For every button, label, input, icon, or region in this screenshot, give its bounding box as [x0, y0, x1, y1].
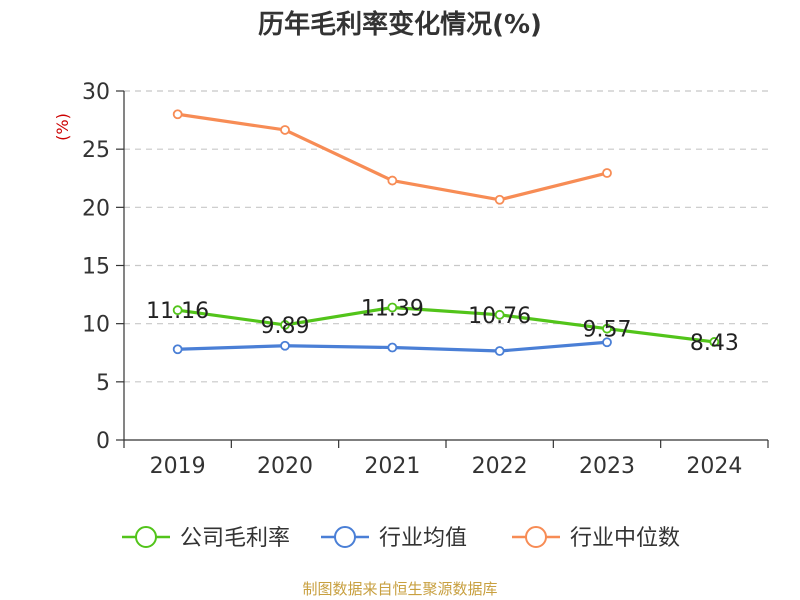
legend-marker: [525, 526, 547, 548]
legend-label: 公司毛利率: [180, 526, 290, 551]
legend-marker: [135, 526, 157, 548]
y-tick-label: 20: [82, 196, 110, 221]
data-label: 11.39: [361, 296, 424, 321]
data-point: [387, 342, 398, 353]
y-tick-label: 10: [82, 313, 110, 338]
data-point: [172, 109, 183, 120]
series-line: [177, 112, 608, 202]
x-tick-label: 2022: [472, 454, 528, 479]
data-label: 9.57: [583, 318, 632, 343]
x-tick-label: 2023: [579, 454, 635, 479]
series-2: [172, 109, 612, 205]
data-point: [494, 309, 505, 320]
source-note: 制图数据来自恒生聚源数据库: [302, 580, 497, 598]
data-point: [172, 305, 183, 316]
x-tick-labels: 2019 2020 2021 2022 2023 2024: [150, 454, 743, 479]
data-point: [494, 194, 505, 205]
legend-item-1: 行业均值: [321, 526, 467, 551]
gridlines: [124, 90, 768, 383]
data-point: [387, 302, 398, 313]
data-point: [280, 320, 290, 330]
data-point: [602, 323, 612, 334]
legend: 公司毛利率 行业均值 行业中位数: [122, 526, 680, 551]
x-tick-label: 2021: [364, 454, 420, 479]
chart-title: 历年毛利率变化情况(%): [258, 9, 542, 40]
data-label: 11.16: [146, 299, 209, 324]
data-point: [709, 337, 720, 347]
data-point: [172, 344, 183, 355]
axes: [116, 90, 769, 448]
legend-item-0: 公司毛利率: [122, 526, 290, 551]
data-point: [602, 168, 612, 178]
data-point: [387, 175, 398, 186]
series-line: [177, 305, 715, 344]
data-point: [280, 340, 290, 351]
y-tick-labels: 0 5 10 15 20 25 30: [82, 80, 110, 454]
x-tick-label: 2020: [257, 454, 313, 479]
y-tick-label: 5: [96, 371, 110, 396]
series-0: [172, 302, 720, 347]
y-tick-label: 25: [82, 138, 110, 163]
legend-marker: [334, 526, 356, 548]
data-label: 10.76: [468, 304, 531, 329]
legend-label: 行业均值: [379, 526, 467, 551]
x-tick-label: 2019: [150, 454, 206, 479]
legend-item-2: 行业中位数: [512, 526, 680, 551]
series-1: [172, 337, 612, 356]
data-point: [494, 346, 505, 356]
data-label: 8.43: [690, 331, 739, 356]
y-tick-label: 0: [96, 429, 110, 454]
y-tick-label: 15: [82, 255, 110, 280]
y-axis-label: (%): [53, 113, 72, 141]
data-point: [280, 125, 290, 135]
x-tick-label: 2024: [686, 454, 742, 479]
data-labels: 11.16 9.89 11.39 10.76 9.57 8.43: [146, 296, 739, 355]
legend-label: 行业中位数: [570, 526, 680, 551]
series-group: [172, 109, 720, 356]
y-tick-label: 30: [82, 80, 110, 105]
data-point: [602, 337, 612, 348]
data-label: 9.89: [261, 314, 310, 339]
